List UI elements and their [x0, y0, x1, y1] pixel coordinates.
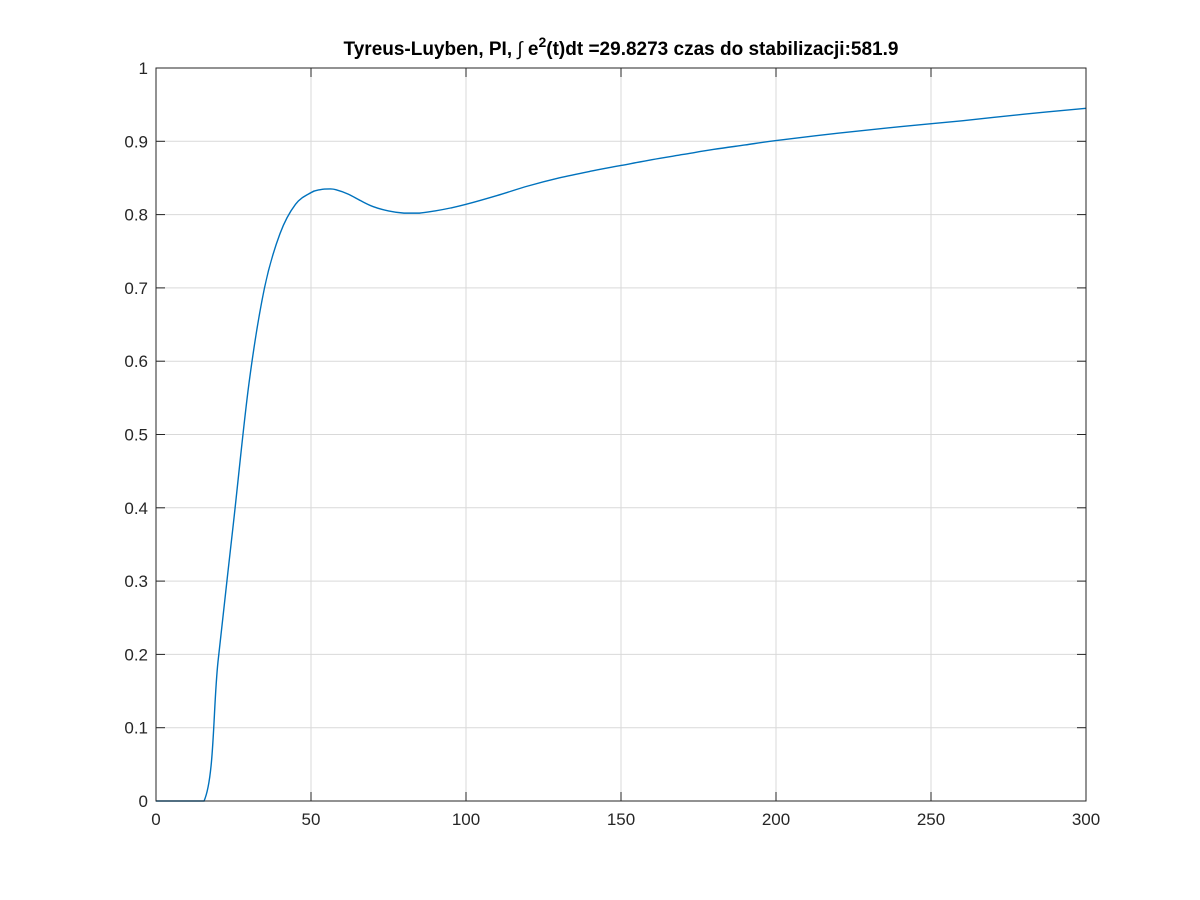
chart-title: Tyreus-Luyben, PI, ∫ e2(t)dt =29.8273 cz…	[344, 34, 899, 60]
y-tick-label: 0.6	[124, 352, 148, 371]
series-layer	[156, 107, 1087, 802]
chart-title-suffix: (t)dt =29.8273 czas do stabilizacji:581.…	[546, 39, 898, 60]
y-tick-label: 0	[139, 792, 148, 811]
y-tick-label: 0.9	[124, 132, 148, 151]
x-tick-label: 250	[917, 810, 945, 829]
chart-title-exponent: 2	[538, 34, 546, 50]
series-line-1	[156, 107, 1087, 802]
y-tick-label: 1	[139, 59, 148, 78]
y-tick-label: 0.7	[124, 279, 148, 298]
x-tick-label: 300	[1072, 810, 1100, 829]
y-tick-label: 0.8	[124, 206, 148, 225]
x-tick-label: 150	[607, 810, 635, 829]
integral-symbol: ∫	[516, 39, 524, 60]
y-tick-label: 0.4	[124, 499, 148, 518]
y-tick-label: 0.2	[124, 645, 148, 664]
chart-title-e-term: e	[523, 39, 539, 60]
x-tick-label: 0	[151, 810, 160, 829]
grid-layer	[156, 68, 1086, 801]
y-tick-label: 0.3	[124, 572, 148, 591]
x-tick-label: 200	[762, 810, 790, 829]
y-tick-label: 0.5	[124, 426, 148, 445]
tick-layer: 0 50 100 150 200 250 300 0 0.1 0.2 0.3 0.4 0.5 0.6 0.7…	[124, 59, 1100, 829]
y-tick-label: 0.1	[124, 719, 148, 738]
chart-title-prefix: Tyreus-Luyben, PI,	[344, 39, 518, 60]
x-tick-label: 50	[302, 810, 321, 829]
x-tick-label: 100	[452, 810, 480, 829]
